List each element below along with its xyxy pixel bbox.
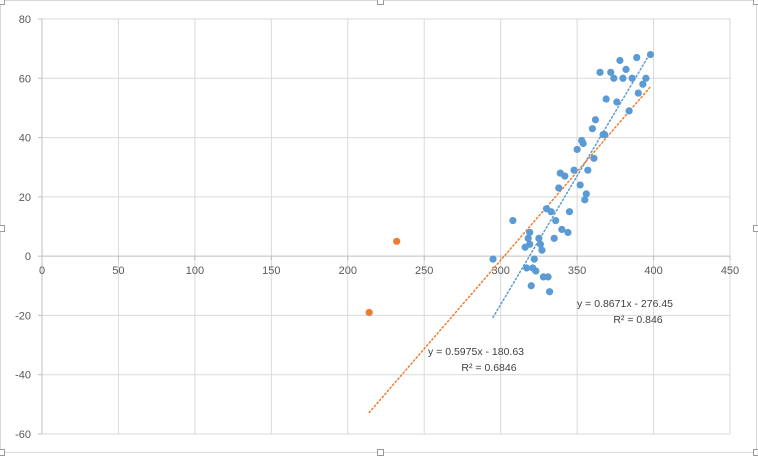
trendline-equation-series-2[interactable]: y = 0.5975x - 180.63 xyxy=(428,346,524,358)
data-points xyxy=(365,50,655,317)
data-point-series-1[interactable] xyxy=(607,68,615,76)
data-point-series-1[interactable] xyxy=(509,216,517,225)
x-tick-label: 200 xyxy=(339,265,357,277)
data-point-series-1[interactable] xyxy=(588,125,597,133)
x-tick-label: 250 xyxy=(415,265,433,277)
data-point-series-1[interactable] xyxy=(639,80,647,88)
data-point-series-1[interactable] xyxy=(558,225,566,234)
data-point-series-1[interactable] xyxy=(535,234,543,242)
data-point-series-1[interactable] xyxy=(570,166,578,174)
data-point-series-1[interactable] xyxy=(523,264,531,272)
data-point-series-1[interactable] xyxy=(619,74,627,82)
data-point-series-1[interactable] xyxy=(616,56,624,65)
data-point-series-1[interactable] xyxy=(602,95,610,103)
trendlines xyxy=(368,51,652,414)
data-point-series-1[interactable] xyxy=(590,154,598,162)
data-point-series-1[interactable] xyxy=(555,184,563,192)
y-tick-label: 60 xyxy=(19,73,31,85)
y-tick-label: -40 xyxy=(15,370,31,382)
axes xyxy=(38,18,731,435)
data-point-series-1[interactable] xyxy=(532,267,540,275)
data-point-series-1[interactable] xyxy=(561,172,569,180)
data-point-series-1[interactable] xyxy=(489,255,497,263)
data-point-series-1[interactable] xyxy=(591,116,600,124)
data-point-series-1[interactable] xyxy=(524,234,532,242)
trendline-series-2[interactable] xyxy=(368,85,652,414)
data-point-series-1[interactable] xyxy=(625,107,633,115)
data-point-series-1[interactable] xyxy=(547,208,555,216)
x-tick-label: 150 xyxy=(262,265,280,277)
y-tick-label: 0 xyxy=(25,251,31,263)
trendline-labels: y = 0.8671x - 276.45 R² = 0.846 y = 0.5975… xyxy=(428,298,673,374)
data-point-series-1[interactable] xyxy=(536,240,545,248)
resize-handle-top-middle[interactable] xyxy=(377,0,384,5)
y-tick-label: -60 xyxy=(15,429,31,441)
resize-handle-bottom-right[interactable] xyxy=(753,449,758,456)
data-point-series-1[interactable] xyxy=(579,139,587,148)
trendline-r-squared-series-2[interactable]: R² = 0.6846 xyxy=(461,362,516,374)
y-tick-label: -20 xyxy=(15,310,31,322)
data-point-series-1[interactable] xyxy=(526,228,534,237)
data-point-series-1[interactable] xyxy=(633,53,641,62)
x-tick-label: 300 xyxy=(491,265,509,277)
tick-labels: 0 50 100 150 200 250 300 350 400 450 -60 -40 -20 0 20 4… xyxy=(15,14,739,441)
data-point-series-1[interactable] xyxy=(545,288,554,296)
gridlines xyxy=(42,18,731,435)
trendline-r-squared-series-1[interactable]: R² = 0.846 xyxy=(613,314,662,326)
data-point-series-1[interactable] xyxy=(642,74,650,82)
y-tick-label: 20 xyxy=(19,192,31,204)
data-point-series-1[interactable] xyxy=(527,282,535,290)
data-point-series-2[interactable] xyxy=(365,308,373,317)
data-point-series-1[interactable] xyxy=(613,98,621,106)
x-tick-label: 350 xyxy=(568,265,586,277)
trendline-equation-series-1[interactable]: y = 0.8671x - 276.45 xyxy=(577,298,673,310)
resize-handle-top-right[interactable] xyxy=(753,0,758,5)
y-tick-label: 40 xyxy=(19,133,31,145)
x-tick-label: 0 xyxy=(39,265,45,277)
resize-handle-left-middle[interactable] xyxy=(0,225,5,232)
trendline-series-1[interactable] xyxy=(492,51,652,319)
data-point-series-1[interactable] xyxy=(576,181,584,189)
data-point-series-1[interactable] xyxy=(565,208,574,216)
data-point-series-1[interactable] xyxy=(584,166,592,174)
resize-handle-bottom-left[interactable] xyxy=(0,449,5,456)
x-tick-label: 50 xyxy=(112,265,124,277)
data-point-series-1[interactable] xyxy=(538,246,546,254)
data-point-series-1[interactable] xyxy=(610,74,618,82)
data-point-series-1[interactable] xyxy=(550,234,558,242)
data-point-series-1[interactable] xyxy=(628,74,636,82)
data-point-series-1[interactable] xyxy=(646,50,655,59)
resize-handle-top-left[interactable] xyxy=(0,0,5,5)
data-point-series-1[interactable] xyxy=(564,228,572,237)
data-point-series-1[interactable] xyxy=(582,190,590,198)
data-point-series-1[interactable] xyxy=(634,89,642,97)
data-point-series-1[interactable] xyxy=(526,240,534,248)
x-tick-label: 450 xyxy=(721,265,739,277)
data-point-series-2[interactable] xyxy=(393,237,401,245)
resize-handle-right-middle[interactable] xyxy=(753,225,758,232)
data-point-series-1[interactable] xyxy=(544,273,552,281)
x-tick-label: 400 xyxy=(644,265,662,277)
data-point-series-1[interactable] xyxy=(573,145,581,154)
data-point-series-1[interactable] xyxy=(596,68,604,76)
y-tick-label: 80 xyxy=(19,14,31,26)
data-point-series-1[interactable] xyxy=(530,255,538,263)
data-point-series-1[interactable] xyxy=(601,131,609,139)
data-point-series-1[interactable] xyxy=(552,216,560,225)
data-point-series-1[interactable] xyxy=(581,196,589,204)
x-tick-label: 100 xyxy=(186,265,204,277)
resize-handle-bottom-middle[interactable] xyxy=(377,449,384,456)
data-point-series-1[interactable] xyxy=(622,65,630,73)
